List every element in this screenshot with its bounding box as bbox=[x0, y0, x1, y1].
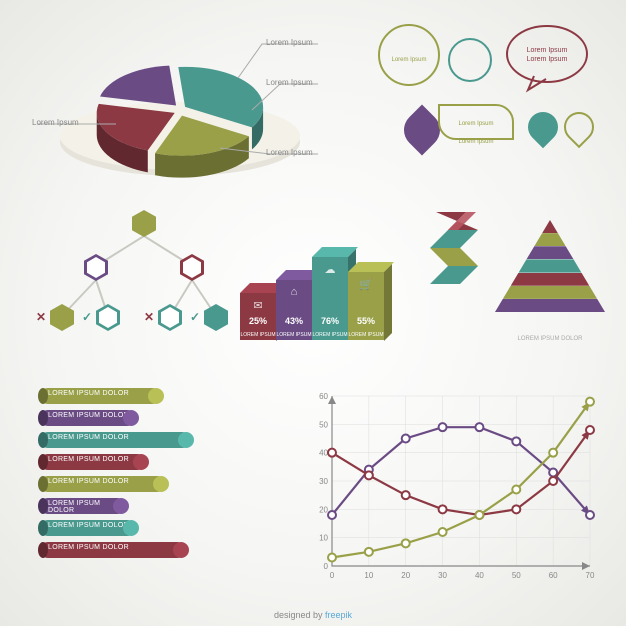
ribbon-helix bbox=[426, 206, 486, 296]
hex-mark: ✓ bbox=[82, 310, 92, 324]
svg-text:50: 50 bbox=[319, 420, 328, 429]
leaf-olive: Lorem Ipsum Lorem Ipsum bbox=[438, 104, 514, 140]
hex-mark: ✕ bbox=[36, 310, 46, 324]
svg-text:20: 20 bbox=[401, 571, 410, 580]
hex-tree: ✕ ✓ ✕ ✓ bbox=[36, 210, 246, 350]
bar-icon: ✉ bbox=[240, 299, 276, 312]
bar-icon: 🛒 bbox=[348, 278, 384, 291]
bar-pct: 55% bbox=[348, 316, 384, 326]
hbar-label: LOREM IPSUM DOLOR bbox=[48, 522, 129, 529]
bar-label: LOREM IPSUM bbox=[240, 332, 276, 338]
bar-pct: 25% bbox=[240, 316, 276, 326]
pyramid-label: LOREM IPSUM DOLOR bbox=[490, 336, 610, 342]
pyramid-stripe bbox=[495, 299, 605, 312]
credit-line: designed by freepik bbox=[0, 610, 626, 620]
bar-pct: 43% bbox=[276, 316, 312, 326]
bar-label: LOREM IPSUM bbox=[312, 332, 348, 338]
hbar-2: LOREM IPSUM DOLOR bbox=[40, 432, 190, 448]
line-chart: 0102030405060010203040506070 bbox=[300, 388, 600, 588]
hbar-0: LOREM IPSUM DOLOR bbox=[40, 388, 160, 404]
svg-text:70: 70 bbox=[586, 571, 595, 580]
bar-label: LOREM IPSUM bbox=[276, 332, 312, 338]
svg-text:Lorem Ipsum: Lorem Ipsum bbox=[527, 56, 568, 63]
hbar-label: LOREM IPSUM DOLOR bbox=[48, 478, 129, 485]
bar3d-1: ⌂ 43% LOREM IPSUM bbox=[276, 280, 312, 340]
bar3d-0: ✉ 25% LOREM IPSUM bbox=[240, 293, 276, 341]
pie-svg bbox=[30, 20, 330, 200]
pie-label-2: Lorem Ipsum bbox=[266, 148, 313, 157]
circle-large: Lorem Ipsum bbox=[378, 24, 440, 86]
hbar-label: LOREM IPSUM DOLOR bbox=[48, 390, 129, 397]
hbar-label: LOREM IPSUM DOLOR bbox=[48, 456, 129, 463]
pyramid-stripe bbox=[526, 246, 573, 259]
bar-chart-3d: ✉25%LOREM IPSUM⌂43%LOREM IPSUM☁76%LOREM … bbox=[240, 210, 410, 340]
pin-olive bbox=[558, 106, 600, 148]
circle-large-text: Lorem Ipsum bbox=[391, 57, 426, 63]
pyramid-stripe bbox=[519, 259, 582, 272]
svg-text:0: 0 bbox=[330, 571, 335, 580]
hbar-5: LOREM IPSUM DOLOR bbox=[40, 498, 125, 514]
hbar-label: LOREM IPSUM DOLOR bbox=[48, 434, 129, 441]
hbar-3: LOREM IPSUM DOLOR bbox=[40, 454, 145, 470]
hbar-label: LOREM IPSUM DOLOR bbox=[48, 544, 129, 551]
svg-text:50: 50 bbox=[512, 571, 521, 580]
pie-label-1: Lorem Ipsum bbox=[266, 78, 313, 87]
bar3d-3: 🛒 55% LOREM IPSUM bbox=[348, 272, 384, 341]
pie-chart-3d: Lorem Ipsum Lorem Ipsum Lorem Ipsum Lore… bbox=[30, 20, 330, 180]
svg-text:60: 60 bbox=[319, 392, 328, 401]
circle-small bbox=[448, 38, 492, 82]
svg-text:20: 20 bbox=[319, 505, 328, 514]
hbar-label: LOREM IPSUM DOLOR bbox=[48, 412, 129, 419]
hbar-7: LOREM IPSUM DOLOR bbox=[40, 542, 185, 558]
pyramid-stripe bbox=[511, 273, 590, 286]
hex-mark: ✓ bbox=[190, 310, 200, 324]
credit-link[interactable]: freepik bbox=[325, 610, 352, 620]
pyramid-chart: LOREM IPSUM DOLOR bbox=[490, 220, 610, 340]
speech-text: Lorem Ipsum bbox=[527, 47, 568, 54]
hbar-6: LOREM IPSUM DOLOR bbox=[40, 520, 135, 536]
pyramid-stripe bbox=[503, 286, 597, 299]
svg-text:40: 40 bbox=[475, 571, 484, 580]
pyramid-stripe bbox=[542, 220, 558, 233]
bar-icon: ⌂ bbox=[276, 286, 312, 298]
svg-text:10: 10 bbox=[364, 571, 373, 580]
hbar-4: LOREM IPSUM DOLOR bbox=[40, 476, 165, 492]
pie-label-0: Lorem Ipsum bbox=[266, 38, 313, 47]
speech-bubble: Lorem Ipsum Lorem Ipsum bbox=[504, 24, 590, 94]
pie-label-3: Lorem Ipsum bbox=[32, 118, 79, 127]
pyramid-stripe bbox=[534, 233, 565, 246]
bar3d-2: ☁ 76% LOREM IPSUM bbox=[312, 257, 348, 340]
hex-mark: ✕ bbox=[144, 310, 154, 324]
svg-text:30: 30 bbox=[438, 571, 447, 580]
horizontal-bar-chart: LOREM IPSUM DOLOR LOREM IPSUM DOLOR LOREM … bbox=[40, 388, 270, 578]
svg-text:0: 0 bbox=[324, 562, 329, 571]
bar-icon: ☁ bbox=[312, 263, 348, 276]
hbar-1: LOREM IPSUM DOLOR bbox=[40, 410, 135, 426]
svg-text:60: 60 bbox=[549, 571, 558, 580]
pin-teal bbox=[522, 106, 564, 148]
hbar-label: LOREM IPSUM DOLOR bbox=[48, 500, 125, 514]
callout-group: Lorem Ipsum Lorem Ipsum Lorem Ipsum Lore… bbox=[378, 24, 608, 194]
bar-label: LOREM IPSUM bbox=[348, 332, 384, 338]
svg-text:10: 10 bbox=[319, 534, 328, 543]
bar-pct: 76% bbox=[312, 316, 348, 326]
svg-text:30: 30 bbox=[319, 477, 328, 486]
